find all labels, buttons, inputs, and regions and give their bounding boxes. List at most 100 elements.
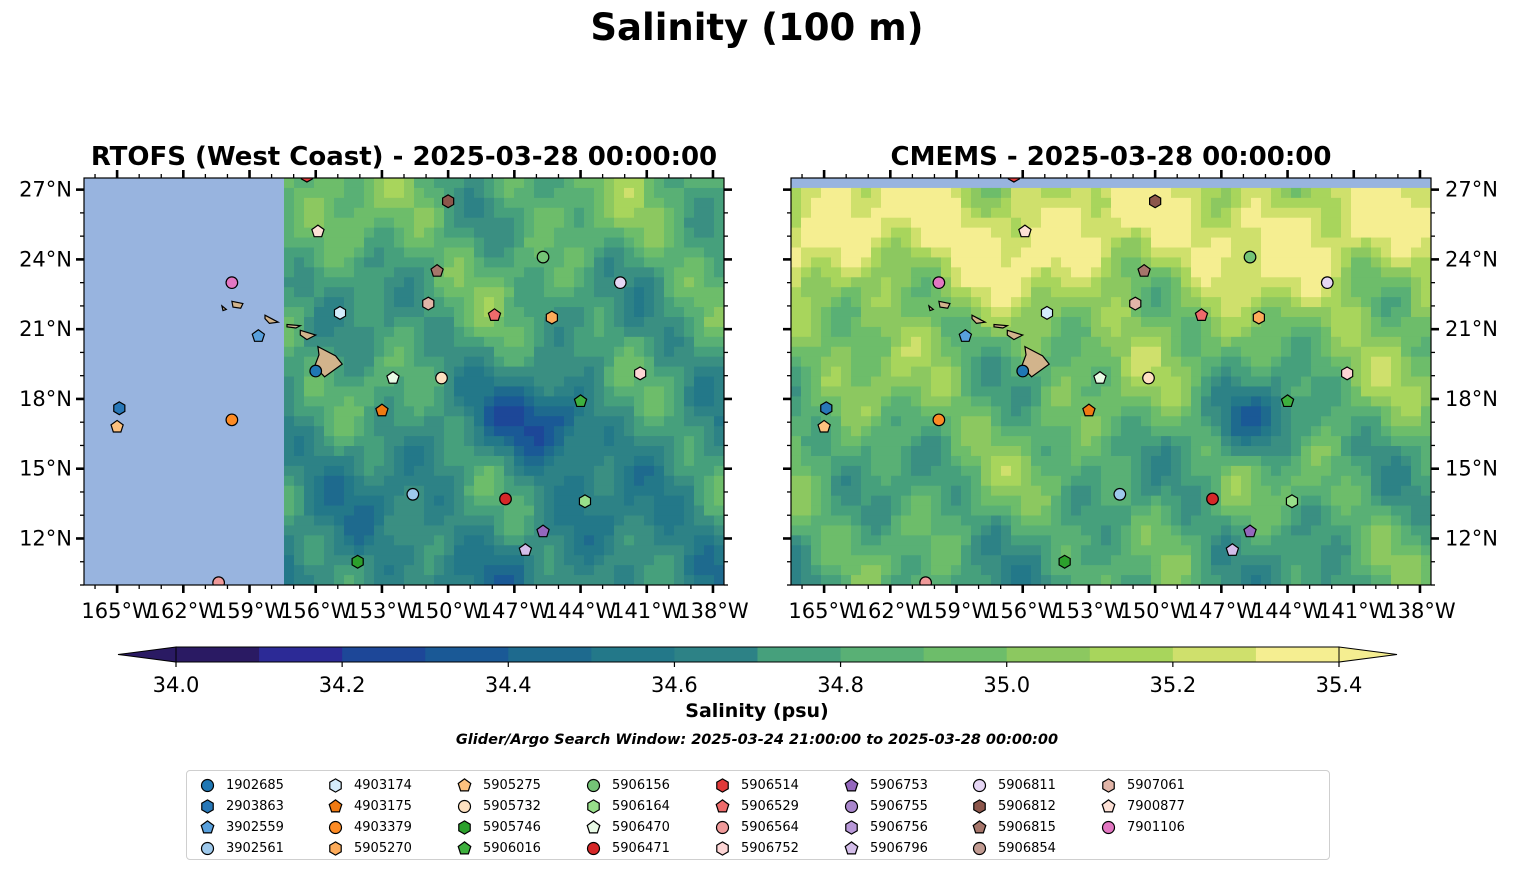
salinity-cell xyxy=(1331,247,1342,259)
salinity-cell xyxy=(1341,386,1352,397)
salinity-cell xyxy=(1381,376,1392,388)
salinity-cell xyxy=(684,535,695,546)
salinity-cell xyxy=(1141,515,1152,527)
salinity-cell xyxy=(474,475,485,487)
salinity-cell xyxy=(584,515,595,527)
salinity-cell xyxy=(1371,307,1382,318)
salinity-cell xyxy=(1271,287,1282,298)
salinity-cell xyxy=(1071,277,1082,288)
salinity-cell xyxy=(1381,396,1392,407)
salinity-cell xyxy=(604,485,615,497)
salinity-cell xyxy=(554,426,565,437)
salinity-cell xyxy=(484,207,495,219)
salinity-cell xyxy=(931,346,942,358)
salinity-cell xyxy=(504,267,515,278)
salinity-cell xyxy=(524,277,535,288)
salinity-cell xyxy=(801,455,812,467)
salinity-cell xyxy=(1221,426,1232,437)
salinity-cell xyxy=(374,475,385,487)
salinity-cell xyxy=(901,555,912,566)
salinity-cell xyxy=(484,217,495,229)
salinity-cell xyxy=(1241,495,1252,507)
salinity-cell xyxy=(1351,346,1362,358)
salinity-cell xyxy=(584,376,595,388)
salinity-cell xyxy=(1341,376,1352,388)
salinity-cell xyxy=(971,217,982,229)
salinity-cell xyxy=(1101,565,1112,576)
legend-marker-shape xyxy=(972,841,987,856)
salinity-cell xyxy=(1291,267,1302,278)
salinity-cell xyxy=(1421,297,1431,308)
salinity-cell xyxy=(1421,505,1431,517)
salinity-cell xyxy=(284,277,295,288)
salinity-cell xyxy=(1151,336,1162,348)
salinity-cell xyxy=(881,396,892,407)
float-legend: 1902685 2903863 3902559 3902561 4903174 49031… xyxy=(186,770,1330,860)
salinity-cell xyxy=(1191,396,1202,407)
salinity-cell xyxy=(424,267,435,278)
y-tick-label: 27°N xyxy=(19,178,72,202)
salinity-cell xyxy=(1281,346,1292,358)
salinity-cell xyxy=(644,346,655,358)
salinity-cell xyxy=(861,475,872,487)
salinity-cell xyxy=(1241,465,1252,477)
salinity-cell xyxy=(951,515,962,527)
salinity-cell xyxy=(1271,326,1282,338)
salinity-cell xyxy=(1181,267,1192,278)
salinity-cell xyxy=(1101,386,1112,397)
salinity-cell xyxy=(394,525,405,536)
salinity-cell xyxy=(921,376,932,388)
salinity-cell xyxy=(951,356,962,368)
salinity-cell xyxy=(714,326,724,338)
legend-item-2903863: 2903863 xyxy=(199,796,284,817)
float-marker-5906156 xyxy=(536,250,550,264)
salinity-cell xyxy=(684,257,695,268)
float-marker-7901106 xyxy=(225,276,239,290)
salinity-cell xyxy=(1381,416,1392,427)
salinity-cell xyxy=(1061,485,1072,497)
salinity-cell xyxy=(1361,297,1372,308)
salinity-cell xyxy=(1191,356,1202,368)
salinity-cell xyxy=(971,336,982,348)
salinity-cell xyxy=(821,525,832,536)
salinity-cell xyxy=(1271,495,1282,507)
salinity-cell xyxy=(524,406,535,417)
salinity-cell xyxy=(384,277,395,288)
salinity-cell xyxy=(851,356,862,368)
salinity-cell xyxy=(564,316,575,328)
salinity-cell xyxy=(1201,386,1212,397)
salinity-cell xyxy=(294,475,305,487)
salinity-cell xyxy=(524,356,535,368)
salinity-cell xyxy=(324,237,335,249)
salinity-cell xyxy=(564,257,575,268)
salinity-cell xyxy=(364,316,375,328)
salinity-cell xyxy=(1171,366,1182,378)
salinity-cell xyxy=(384,406,395,417)
salinity-cell xyxy=(1311,545,1322,556)
salinity-cell xyxy=(514,386,525,397)
salinity-cell xyxy=(414,406,425,417)
salinity-cell xyxy=(644,505,655,517)
salinity-cell xyxy=(284,287,295,298)
salinity-cell xyxy=(1241,307,1252,318)
salinity-cell xyxy=(1351,555,1362,566)
salinity-cell xyxy=(614,316,625,328)
salinity-cell xyxy=(634,336,645,348)
salinity-cell xyxy=(1011,277,1022,288)
salinity-cell xyxy=(1391,247,1402,259)
salinity-cell xyxy=(821,297,832,308)
salinity-cell xyxy=(1081,545,1092,556)
salinity-cell xyxy=(444,416,455,427)
salinity-cell xyxy=(1101,297,1112,308)
legend-marker xyxy=(200,778,215,793)
salinity-cell xyxy=(861,465,872,477)
salinity-cell xyxy=(1231,316,1242,328)
salinity-cell xyxy=(1391,475,1402,487)
salinity-cell xyxy=(981,346,992,358)
salinity-cell xyxy=(1221,316,1232,328)
salinity-cell xyxy=(1371,297,1382,308)
salinity-cell xyxy=(1041,187,1052,199)
salinity-cell xyxy=(294,545,305,556)
salinity-cell xyxy=(494,356,505,368)
salinity-cell xyxy=(1301,396,1312,407)
